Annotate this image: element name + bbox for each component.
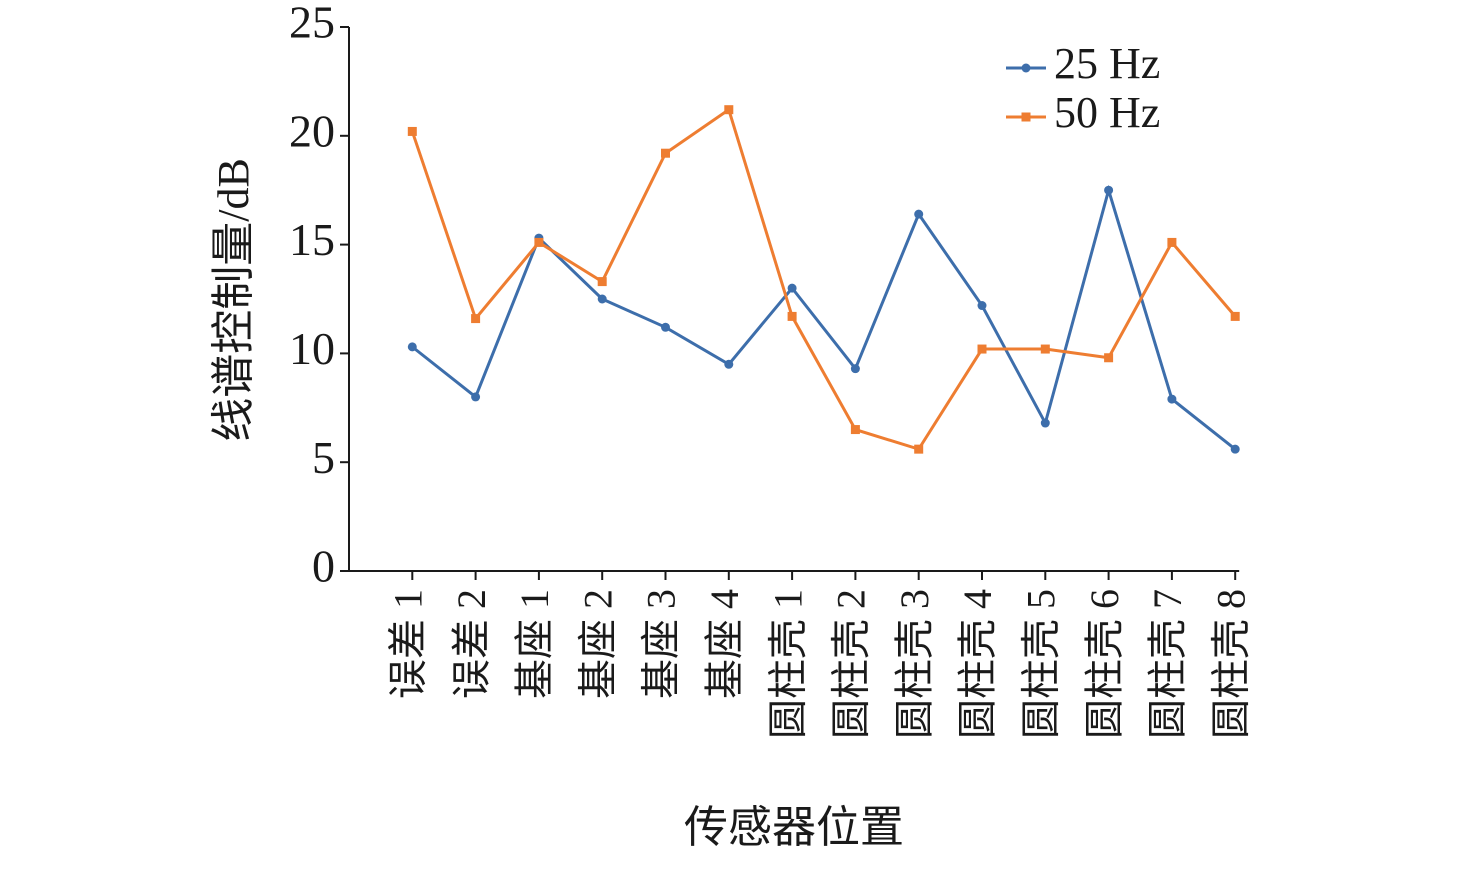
legend-marker [1021,63,1031,73]
x-tick-label: 基座 1 [512,589,557,699]
point [407,126,417,136]
point [1104,185,1114,195]
legend-marker [1021,112,1031,122]
x-tick-label: 圆柱壳 4 [955,589,1000,739]
x-tick-label: 圆柱壳 5 [1018,589,1063,739]
point [724,359,734,369]
x-tick-label: 圆柱壳 1 [765,589,810,739]
y-axis-title: 线谱控制量/dB [209,158,258,442]
x-tick-label: 圆柱壳 2 [829,589,874,739]
point [1230,444,1240,454]
x-tick-label: 基座 2 [575,589,620,699]
point [661,322,670,332]
legend: 25 Hz 50 Hz [1006,39,1160,137]
point [534,237,544,247]
point [914,209,924,219]
y-tick-label: 0 [312,541,335,592]
y-tick-label: 15 [289,214,335,265]
point [850,425,860,435]
x-tick-label: 基座 3 [639,589,684,699]
x-tick-label: 圆柱壳 6 [1082,589,1127,739]
x-tick-label: 误差 2 [449,589,494,699]
series-line [410,107,1237,451]
point [914,444,924,454]
point [977,344,987,354]
point [787,283,797,293]
y-tick-label: 20 [289,105,335,156]
point [1040,344,1050,354]
legend-label: 25 Hz [1054,39,1160,88]
y-tick-label: 25 [289,0,335,48]
x-tick-label: 圆柱壳 8 [1208,589,1253,739]
x-tick-label: 圆柱壳 7 [1145,589,1190,739]
y-tick-label: 10 [289,323,335,374]
point [597,294,607,304]
point [1104,353,1114,363]
point [1230,311,1240,321]
point [977,301,987,311]
point [787,311,797,321]
x-tick-label: 误差 1 [385,589,430,699]
point [661,148,670,158]
point [1040,418,1050,428]
point [724,105,734,115]
x-axis-title: 传感器位置 [684,803,904,852]
series-line [411,184,1237,451]
x-tick-label: 圆柱壳 3 [892,589,937,739]
point [850,364,860,374]
point [471,392,481,402]
point [597,277,607,287]
point [1167,394,1177,404]
point [471,314,481,324]
point [407,342,417,352]
y-tick-label: 5 [312,432,335,483]
legend-label: 50 Hz [1054,88,1160,137]
x-tick-label: 基座 4 [702,589,747,699]
point [1167,237,1177,247]
